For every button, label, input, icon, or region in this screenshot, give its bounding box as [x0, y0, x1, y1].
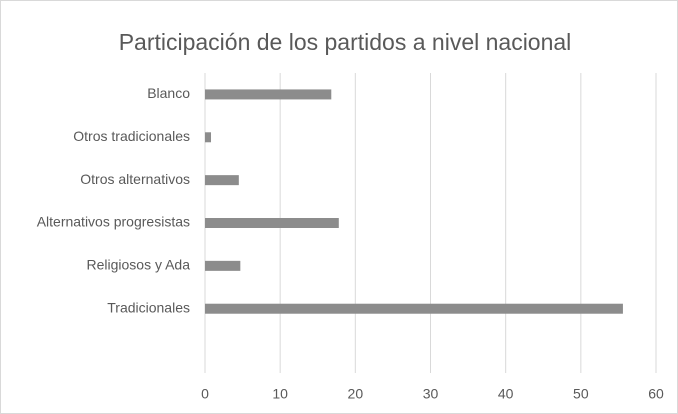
y-tick-label: Blanco [147, 85, 190, 101]
y-tick-label: Religiosos y Ada [86, 257, 190, 273]
bar [205, 260, 241, 271]
x-tick-label: 20 [348, 386, 364, 402]
y-tick-label: Otros alternativos [80, 171, 190, 187]
bar [205, 218, 339, 228]
bar [205, 132, 212, 143]
x-tick-label: 60 [648, 386, 664, 402]
y-tick-label: Tradicionales [107, 299, 190, 315]
y-tick-label: Otros tradicionales [73, 128, 190, 144]
x-tick-label: 10 [272, 386, 288, 402]
x-tick-label: 50 [573, 386, 589, 402]
bar [205, 89, 332, 100]
bar [205, 175, 239, 186]
y-tick-label: Alternativos progresistas [37, 214, 190, 230]
x-tick-label: 40 [498, 386, 514, 402]
x-tick-label: 30 [423, 386, 439, 402]
chart-title: Participación de los partidos a nivel na… [119, 29, 572, 55]
x-tick-label: 0 [201, 386, 209, 402]
bar [205, 303, 623, 314]
